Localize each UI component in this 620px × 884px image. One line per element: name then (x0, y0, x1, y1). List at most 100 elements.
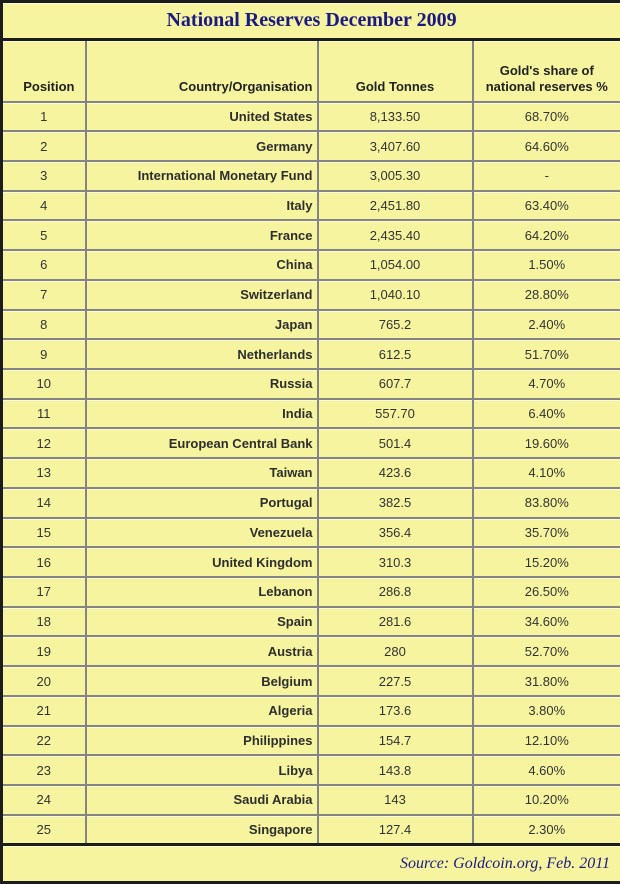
tonnes-cell: 382.5 (316, 486, 474, 519)
country-cell: European Central Bank (84, 427, 319, 460)
tonnes-cell: 2,435.40 (316, 219, 474, 252)
position-cell: 20 (0, 665, 87, 697)
table-body: 1 United States 8,133.50 68.70% 2 Germany 3,40… (0, 100, 620, 846)
tonnes-cell: 310.3 (316, 546, 474, 578)
country-cell: Singapore (84, 813, 319, 846)
table-row: 12 European Central Bank 501.4 19.60% (0, 427, 620, 460)
tonnes-cell: 127.4 (316, 813, 474, 846)
position-cell: 15 (0, 516, 87, 549)
column-header-position: Position (0, 38, 87, 103)
share-cell: 34.60% (471, 605, 620, 638)
position-cell: 23 (0, 754, 87, 787)
country-cell: France (84, 219, 319, 252)
table-row: 4 Italy 2,451.80 63.40% (0, 189, 620, 222)
position-cell: 10 (0, 367, 87, 400)
country-cell: Belgium (84, 665, 319, 697)
country-cell: Italy (84, 189, 319, 222)
share-cell: - (471, 159, 620, 192)
tonnes-cell: 143 (316, 784, 474, 816)
position-cell: 6 (0, 249, 87, 281)
header-row: Position Country/Organisation Gold Tonne… (0, 38, 620, 103)
tonnes-cell: 286.8 (316, 576, 474, 608)
position-cell: 14 (0, 486, 87, 519)
country-cell: Saudi Arabia (84, 784, 319, 816)
table-row: 8 Japan 765.2 2.40% (0, 308, 620, 341)
title-row: National Reserves December 2009 (0, 0, 620, 41)
column-header-gold-tonnes: Gold Tonnes (316, 38, 474, 103)
tonnes-cell: 8,133.50 (316, 100, 474, 133)
position-cell: 17 (0, 576, 87, 608)
position-cell: 9 (0, 338, 87, 370)
position-cell: 22 (0, 724, 87, 757)
position-cell: 12 (0, 427, 87, 460)
table-row: 13 Taiwan 423.6 4.10% (0, 457, 620, 489)
table-row: 20 Belgium 227.5 31.80% (0, 665, 620, 697)
table-row: 2 Germany 3,407.60 64.60% (0, 130, 620, 162)
share-cell: 35.70% (471, 516, 620, 549)
tonnes-cell: 227.5 (316, 665, 474, 697)
position-cell: 8 (0, 308, 87, 341)
country-cell: Spain (84, 605, 319, 638)
tonnes-cell: 1,040.10 (316, 278, 474, 311)
country-cell: Libya (84, 754, 319, 787)
share-cell: 1.50% (471, 249, 620, 281)
position-cell: 3 (0, 159, 87, 192)
country-cell: Lebanon (84, 576, 319, 608)
position-cell: 11 (0, 397, 87, 430)
country-cell: Germany (84, 130, 319, 162)
table-row: 3 International Monetary Fund 3,005.30- (0, 159, 620, 192)
position-cell: 4 (0, 189, 87, 222)
column-header-country: Country/Organisation (84, 38, 319, 103)
column-header-gold-share: Gold's share of national reserves % (471, 38, 620, 103)
share-cell: 31.80% (471, 665, 620, 697)
table-row: 18 Spain 281.6 34.60% (0, 605, 620, 638)
table-row: 24 Saudi Arabia 143 10.20% (0, 784, 620, 816)
share-cell: 2.40% (471, 308, 620, 341)
table-row: 15 Venezuela 356.4 35.70% (0, 516, 620, 549)
position-cell: 1 (0, 100, 87, 133)
country-cell: India (84, 397, 319, 430)
tonnes-cell: 765.2 (316, 308, 474, 341)
country-cell: Netherlands (84, 338, 319, 370)
country-cell: United Kingdom (84, 546, 319, 578)
tonnes-cell: 423.6 (316, 457, 474, 489)
position-cell: 5 (0, 219, 87, 252)
share-cell: 51.70% (471, 338, 620, 370)
share-cell: 64.20% (471, 219, 620, 252)
table-row: 17 Lebanon 286.8 26.50% (0, 576, 620, 608)
position-cell: 16 (0, 546, 87, 578)
table-row: 6 China 1,054.00 1.50% (0, 249, 620, 281)
country-cell: Austria (84, 635, 319, 668)
position-cell: 18 (0, 605, 87, 638)
share-cell: 52.70% (471, 635, 620, 668)
share-cell: 64.60% (471, 130, 620, 162)
share-cell: 2.30% (471, 813, 620, 846)
table-row: 16 United Kingdom 310.3 15.20% (0, 546, 620, 578)
country-cell: Taiwan (84, 457, 319, 489)
share-cell: 4.60% (471, 754, 620, 787)
tonnes-cell: 3,005.30 (316, 159, 474, 192)
tonnes-cell: 173.6 (316, 694, 474, 727)
tonnes-cell: 1,054.00 (316, 249, 474, 281)
position-cell: 2 (0, 130, 87, 162)
tonnes-cell: 280 (316, 635, 474, 668)
share-cell: 3.80% (471, 694, 620, 727)
position-cell: 13 (0, 457, 87, 489)
footer-row: Source: Goldcoin.org, Feb. 2011 (0, 843, 620, 884)
tonnes-cell: 2,451.80 (316, 189, 474, 222)
table-row: 23 Libya 143.8 4.60% (0, 754, 620, 787)
share-cell: 4.10% (471, 457, 620, 489)
share-cell: 28.80% (471, 278, 620, 311)
table-row: 7 Switzerland 1,040.10 28.80% (0, 278, 620, 311)
country-cell: Portugal (84, 486, 319, 519)
table-title: National Reserves December 2009 (0, 0, 620, 41)
country-cell: China (84, 249, 319, 281)
tonnes-cell: 281.6 (316, 605, 474, 638)
country-cell: Philippines (84, 724, 319, 757)
share-cell: 26.50% (471, 576, 620, 608)
position-cell: 21 (0, 694, 87, 727)
table-row: 22 Philippines 154.7 12.10% (0, 724, 620, 757)
table-row: 5 France 2,435.40 64.20% (0, 219, 620, 252)
